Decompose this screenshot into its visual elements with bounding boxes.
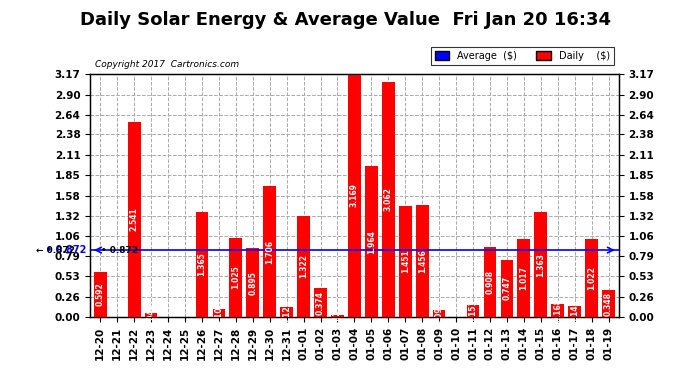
Bar [145, 313, 157, 317]
Bar [382, 82, 395, 317]
Text: 0.102: 0.102 [215, 301, 224, 325]
Text: 1.451: 1.451 [401, 249, 410, 273]
Bar [314, 288, 327, 317]
Bar [500, 260, 513, 317]
Bar [128, 122, 141, 317]
Text: 1.025: 1.025 [231, 266, 240, 290]
Bar [484, 247, 496, 317]
Bar [365, 166, 377, 317]
Text: 0.023: 0.023 [333, 304, 342, 328]
Text: 2.541: 2.541 [130, 208, 139, 231]
Text: 1.706: 1.706 [265, 240, 274, 264]
Bar [94, 272, 107, 317]
Bar [466, 305, 480, 317]
Text: ← 0.872: ← 0.872 [36, 246, 75, 255]
Text: 3.062: 3.062 [384, 188, 393, 211]
Bar [331, 315, 344, 317]
Text: 0.374: 0.374 [316, 291, 325, 315]
Text: 3.169: 3.169 [350, 183, 359, 207]
Bar [433, 310, 446, 317]
Legend: Average  ($), Daily    ($): Average ($), Daily ($) [431, 47, 614, 65]
Bar [246, 248, 259, 317]
Bar [518, 239, 530, 317]
Bar [264, 186, 276, 317]
Bar [230, 238, 242, 317]
Text: 0.592: 0.592 [96, 282, 105, 306]
Bar [348, 74, 361, 317]
Text: 1.022: 1.022 [587, 266, 596, 290]
Text: 1.365: 1.365 [197, 253, 206, 276]
Text: 1.322: 1.322 [299, 254, 308, 278]
Bar [535, 212, 547, 317]
Text: 0.168: 0.168 [553, 298, 562, 322]
Text: 0.895: 0.895 [248, 271, 257, 294]
Bar [551, 304, 564, 317]
Text: 0.151: 0.151 [469, 299, 477, 323]
Text: Copyright 2017  Cartronics.com: Copyright 2017 Cartronics.com [95, 60, 239, 69]
Bar [399, 206, 412, 317]
Text: 1.456: 1.456 [417, 249, 426, 273]
Bar [602, 290, 615, 317]
Text: 0.127: 0.127 [282, 300, 291, 324]
Bar [195, 212, 208, 317]
Text: 1.964: 1.964 [367, 230, 376, 254]
Text: • 0.872: • 0.872 [101, 246, 138, 255]
Text: 0.048: 0.048 [146, 303, 156, 327]
Bar [213, 309, 225, 317]
Text: • 0.872: • 0.872 [46, 245, 87, 255]
Text: 1.363: 1.363 [536, 253, 545, 277]
Bar [297, 216, 310, 317]
Bar [569, 306, 581, 317]
Text: 0.747: 0.747 [502, 276, 511, 300]
Text: 0.908: 0.908 [486, 270, 495, 294]
Bar [416, 205, 428, 317]
Bar [280, 307, 293, 317]
Text: 0.142: 0.142 [570, 300, 579, 323]
Text: 0.095: 0.095 [435, 302, 444, 325]
Text: 0.348: 0.348 [604, 292, 613, 316]
Text: Daily Solar Energy & Average Value  Fri Jan 20 16:34: Daily Solar Energy & Average Value Fri J… [79, 11, 611, 29]
Bar [585, 238, 598, 317]
Text: 1.017: 1.017 [520, 266, 529, 290]
